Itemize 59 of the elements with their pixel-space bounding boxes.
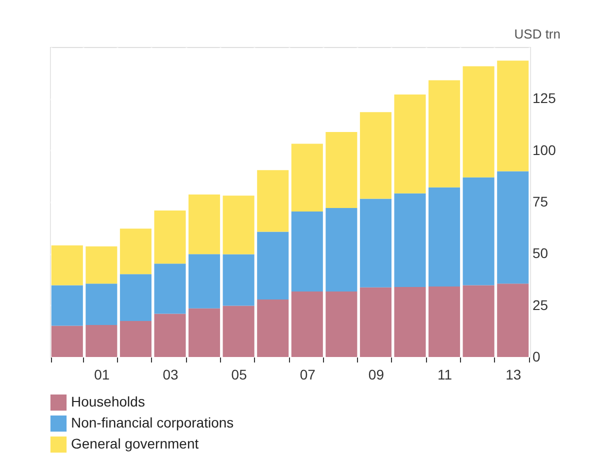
- x-tick-label: 13: [506, 366, 522, 382]
- bar: [497, 284, 529, 357]
- y-tick-label: 50: [532, 245, 548, 262]
- bar: [394, 193, 426, 287]
- bar: [257, 300, 289, 357]
- bar: [462, 66, 494, 178]
- bar: [428, 187, 460, 287]
- bar: [154, 210, 186, 264]
- y-tick-label: 125: [532, 90, 556, 106]
- bar: [291, 291, 323, 357]
- x-tick-label: 05: [231, 366, 248, 382]
- bar: [86, 284, 118, 325]
- bar: [360, 112, 392, 199]
- x-tick-label: 11: [438, 366, 452, 382]
- bar: [394, 94, 426, 194]
- bar: [86, 324, 118, 357]
- bar: [51, 245, 83, 286]
- bar: [51, 285, 83, 326]
- x-tick-label: 01: [94, 366, 110, 382]
- bar: [51, 326, 83, 357]
- x-tick-label: 03: [162, 366, 178, 382]
- bar: [222, 196, 254, 254]
- bar: [360, 198, 392, 288]
- bar: [120, 274, 152, 322]
- bar: [188, 194, 220, 254]
- bar: [360, 287, 392, 357]
- x-tick-label: 07: [300, 366, 316, 382]
- y-tick-label: 25: [532, 296, 548, 313]
- bar: [462, 285, 494, 357]
- bar: [291, 212, 323, 292]
- bar: [120, 321, 152, 357]
- bar: [188, 308, 220, 357]
- bar: [222, 306, 254, 357]
- bar: [462, 177, 494, 286]
- bar: [326, 208, 358, 292]
- bar: [326, 132, 358, 208]
- bar: [326, 291, 358, 357]
- y-tick-label: 75: [532, 194, 548, 210]
- bar: [257, 170, 289, 232]
- bar: [154, 314, 186, 357]
- bar: [222, 254, 254, 306]
- bar: [497, 171, 529, 284]
- bar: [428, 286, 460, 357]
- bar: [120, 228, 152, 274]
- legend-label: Non-financial corporations: [71, 414, 234, 430]
- bar: [188, 254, 220, 308]
- legend-label: Households: [71, 394, 145, 410]
- y-tick-label: 100: [532, 142, 556, 158]
- bar: [86, 246, 118, 284]
- legend-label: General government: [71, 436, 199, 452]
- bar: [291, 144, 323, 212]
- bar: [154, 264, 186, 314]
- bar: [428, 80, 460, 188]
- bar: [257, 232, 289, 300]
- bar: [497, 60, 529, 172]
- x-tick-label: 09: [368, 366, 384, 382]
- bar: [394, 286, 426, 357]
- y-axis-title: USD trn: [514, 26, 560, 42]
- y-tick-label: 0: [532, 348, 540, 364]
